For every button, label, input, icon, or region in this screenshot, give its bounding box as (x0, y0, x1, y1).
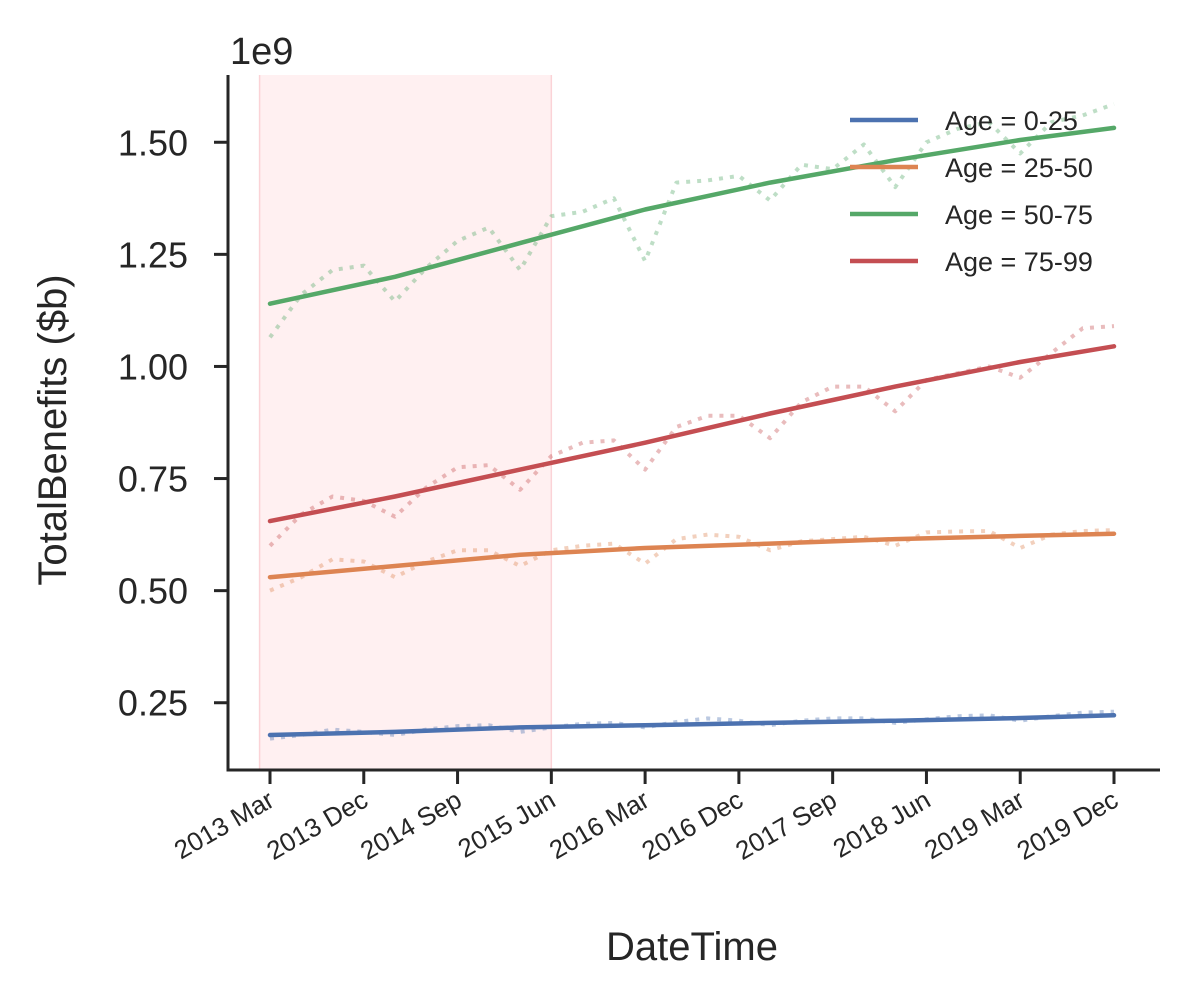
x-tick-label: 2016 Dec (636, 784, 747, 866)
y-tick-label: 0.25 (118, 683, 188, 724)
x-axis-label: DateTime (606, 925, 778, 969)
y-ticks: 0.25 0.50 0.75 1.00 1.25 1.50 (118, 122, 228, 724)
trend-series-layer (267, 125, 1117, 738)
x-tick-label: 2016 Mar (544, 784, 654, 865)
y-tick-label: 0.75 (118, 459, 188, 500)
y-tick-label: 1.00 (118, 346, 188, 387)
x-tick-label: 2013 Dec (261, 784, 372, 866)
y-tick-label: 1.50 (118, 122, 188, 163)
y-tick-label: 1.25 (118, 234, 188, 275)
x-tick-label: 2019 Mar (919, 784, 1029, 865)
raw-series-layer (268, 102, 1115, 741)
legend-label: Age = 75-99 (945, 247, 1093, 277)
series-raw-line-1 (269, 528, 1115, 593)
legend-label: Age = 0-25 (945, 106, 1078, 136)
series-raw-line-3 (268, 324, 1115, 548)
shaded-region-layer (258, 75, 553, 770)
legend-label: Age = 50-75 (945, 200, 1093, 230)
shaded-region (259, 75, 552, 770)
axes (226, 75, 1160, 772)
x-tick-label: 2017 Sep (730, 784, 841, 866)
y-axis-label: TotalBenefits ($b) (31, 274, 75, 585)
x-tick-label: 2018 Jun (828, 784, 936, 863)
legend: Age = 0-25 Age = 25-50 Age = 50-75 Age = 75… (850, 106, 1093, 277)
series-trend-line-3 (267, 344, 1117, 524)
y-offset-label: 1e9 (230, 31, 293, 73)
x-tick-label: 2015 Jun (453, 784, 561, 863)
x-tick-label: 2013 Mar (169, 784, 279, 865)
y-tick-label: 0.50 (118, 571, 188, 612)
series-trend-line-1 (267, 531, 1117, 580)
x-tick-label: 2014 Sep (355, 784, 466, 866)
x-tick-label: 2019 Dec (1012, 784, 1123, 866)
series-trend-line-2 (267, 125, 1117, 306)
series-trend-line-0 (267, 713, 1117, 738)
legend-label: Age = 25-50 (945, 153, 1093, 183)
